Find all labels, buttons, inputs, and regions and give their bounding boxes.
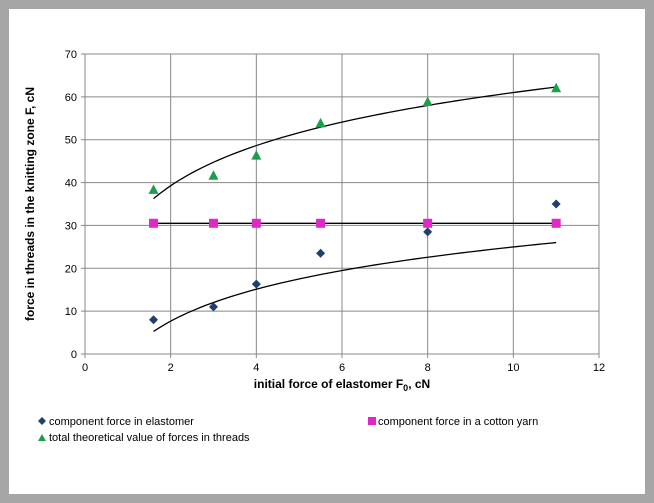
y-tick-label: 10	[65, 306, 77, 318]
trendline-series-2	[153, 86, 557, 200]
point-cotton	[251, 218, 261, 228]
chart-svg: 0 2 4 6 8 10 12 0 10 20 30 40 50 60 70 initial force o…	[23, 49, 605, 444]
point-elastomer	[209, 302, 218, 312]
x-tick-label: 6	[339, 362, 345, 374]
legend-item-total: total theoretical value of forces in thr…	[38, 432, 250, 444]
y-tick-label: 40	[65, 178, 77, 190]
legend-diamond-marker	[38, 417, 46, 425]
y-tick-label: 20	[65, 263, 77, 275]
point-total	[208, 170, 219, 180]
tick-labels: 0 2 4 6 8 10 12 0 10 20 30 40 50 60 70	[65, 49, 605, 374]
legend-label-cotton: component force in a cotton yarn	[378, 416, 538, 428]
trendlines	[153, 86, 557, 333]
legend: component force in elastomer component f…	[38, 416, 538, 444]
point-total	[148, 184, 159, 194]
point-total	[551, 82, 562, 93]
point-cotton	[316, 218, 326, 228]
trendline-series-0	[153, 241, 557, 333]
point-total	[251, 150, 262, 160]
legend-square-marker	[368, 417, 376, 425]
x-tick-label: 2	[168, 362, 174, 374]
point-cotton	[551, 218, 561, 228]
y-tick-label: 30	[65, 220, 77, 232]
grid	[85, 53, 600, 354]
legend-triangle-marker	[38, 434, 46, 441]
point-cotton	[209, 218, 218, 228]
y-axis-title: force in threads in the knitting zone F,…	[23, 87, 37, 321]
point-total	[422, 96, 433, 106]
axes	[81, 53, 600, 358]
point-elastomer	[423, 227, 433, 237]
x-tick-label: 12	[593, 362, 605, 374]
y-tick-label: 0	[71, 349, 77, 361]
point-elastomer	[149, 315, 159, 325]
point-elastomer	[551, 199, 561, 209]
x-axis-title: initial force of elastomer F0, cN	[254, 377, 430, 393]
x-tick-label: 10	[507, 362, 519, 374]
x-tick-label: 4	[253, 362, 259, 374]
point-cotton	[423, 218, 433, 228]
y-tick-label: 50	[65, 135, 77, 147]
point-elastomer	[316, 248, 326, 258]
legend-item-cotton: component force in a cotton yarn	[368, 416, 538, 428]
y-tick-label: 60	[65, 92, 77, 104]
legend-label-total: total theoretical value of forces in thr…	[49, 432, 250, 444]
point-elastomer	[251, 279, 261, 289]
data-points	[148, 82, 562, 325]
x-tick-label: 8	[425, 362, 431, 374]
point-cotton	[149, 218, 159, 228]
legend-item-elastomer: component force in elastomer	[38, 416, 194, 428]
point-total	[315, 117, 326, 128]
x-tick-label: 0	[82, 362, 88, 374]
y-tick-label: 70	[65, 49, 77, 61]
legend-label-elastomer: component force in elastomer	[49, 416, 194, 428]
